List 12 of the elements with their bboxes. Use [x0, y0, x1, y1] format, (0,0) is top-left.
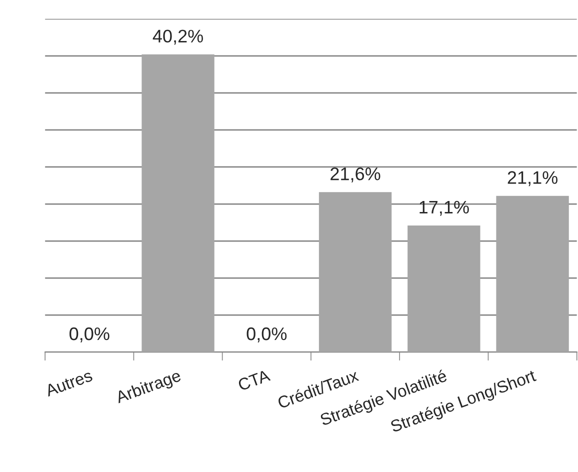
x-tick-label: CTA [237, 369, 271, 391]
data-label: 0,0% [246, 327, 287, 342]
x-tick-label: Autres [44, 370, 94, 397]
data-label: 21,6% [330, 167, 380, 182]
bar [408, 225, 480, 352]
bar [318, 192, 392, 352]
data-label: 17,1% [420, 200, 469, 216]
data-label: 21,1% [508, 171, 558, 186]
data-label: 0,0% [70, 327, 110, 342]
bar [496, 196, 569, 352]
bar [142, 54, 214, 352]
data-label: 40,2% [152, 30, 203, 45]
